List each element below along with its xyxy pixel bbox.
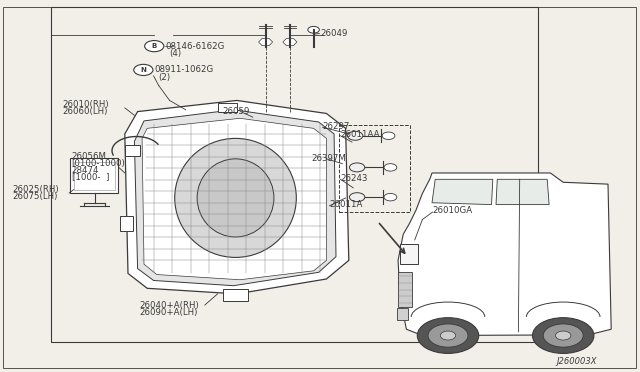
Circle shape [417, 318, 479, 353]
Text: 08911-1062G: 08911-1062G [154, 65, 214, 74]
Circle shape [308, 26, 319, 33]
Circle shape [382, 132, 395, 140]
Bar [218, 103, 237, 112]
Polygon shape [125, 100, 349, 294]
Circle shape [349, 193, 365, 202]
Circle shape [532, 318, 594, 353]
Circle shape [384, 193, 397, 201]
Circle shape [543, 324, 583, 347]
Text: 26011AA: 26011AA [340, 130, 380, 139]
Text: 26060(LH): 26060(LH) [63, 107, 108, 116]
Circle shape [384, 164, 397, 171]
Circle shape [428, 324, 468, 347]
Circle shape [145, 41, 164, 52]
Circle shape [348, 131, 363, 140]
Bar [339, 125, 410, 212]
Bar [74, 162, 115, 190]
Text: 26010GA: 26010GA [433, 206, 473, 215]
Bar [51, 7, 538, 342]
Ellipse shape [197, 159, 274, 237]
Text: (2): (2) [158, 73, 170, 81]
Text: 26090+A(LH): 26090+A(LH) [140, 308, 198, 317]
Bar [120, 216, 133, 231]
Text: 26397M: 26397M [311, 154, 346, 163]
Circle shape [349, 163, 365, 172]
Bar [400, 244, 418, 264]
Polygon shape [134, 110, 336, 286]
Text: 26049: 26049 [320, 29, 348, 38]
Polygon shape [398, 173, 611, 336]
Circle shape [134, 64, 153, 76]
Polygon shape [283, 38, 297, 46]
Text: 26011A: 26011A [330, 200, 363, 209]
Polygon shape [432, 179, 493, 205]
Text: [0100-1000): [0100-1000) [72, 159, 125, 168]
Text: N: N [140, 67, 147, 73]
Bar [397, 308, 408, 320]
Text: 26040+A(RH): 26040+A(RH) [140, 301, 199, 310]
Text: 26075(LH): 26075(LH) [13, 192, 58, 201]
Text: 28474: 28474 [72, 166, 99, 175]
Text: 26056M: 26056M [72, 153, 107, 161]
Text: 26243: 26243 [340, 174, 368, 183]
Polygon shape [496, 179, 549, 205]
Text: J260003X: J260003X [557, 357, 597, 366]
Ellipse shape [175, 138, 296, 257]
Text: 26010(RH): 26010(RH) [63, 100, 109, 109]
Circle shape [556, 331, 571, 340]
Text: 26059: 26059 [223, 107, 250, 116]
Text: 08146-6162G: 08146-6162G [165, 42, 225, 51]
Bar [398, 272, 412, 307]
Polygon shape [142, 118, 326, 280]
Bar [70, 158, 118, 193]
Text: [1000-  ]: [1000- ] [72, 173, 109, 182]
Polygon shape [259, 38, 273, 46]
Text: 26025(RH): 26025(RH) [13, 185, 60, 194]
Text: B: B [152, 43, 157, 49]
Circle shape [440, 331, 456, 340]
Bar [125, 145, 140, 156]
Bar [223, 289, 248, 301]
Text: 26297: 26297 [323, 122, 350, 131]
Text: (4): (4) [170, 49, 182, 58]
